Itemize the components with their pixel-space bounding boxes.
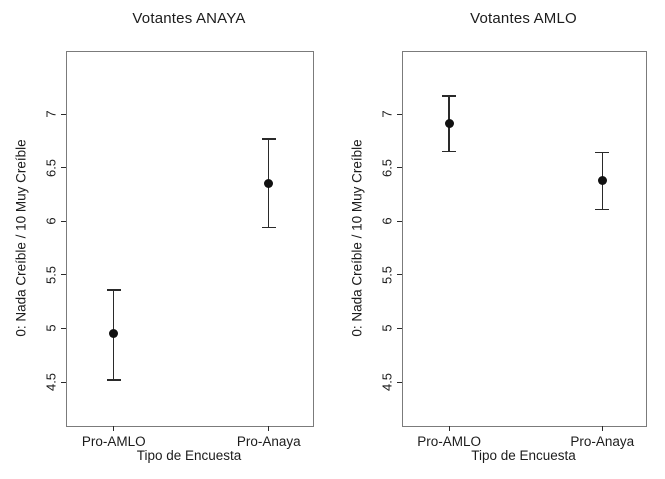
y-tick-label: 5 [379,324,395,333]
y-tick-mark [397,381,402,383]
error-bar-cap-lower [261,226,276,229]
x-axis-label-anaya: Tipo de Encuesta [136,448,242,463]
plot-area-amlo: 4.5 5 5.5 6 6.5 7 Pro-AMLO Pro-Anaya [380,51,647,449]
x-tick-label: Pro-Anaya [570,434,635,449]
error-bar-cap-lower [106,379,121,381]
error-bar-cap-lower [595,208,610,211]
y-tick-mark [61,381,66,383]
y-tick-label: 7 [43,110,59,118]
y-tick-label: 6 [379,217,395,225]
y-tick-mark [61,113,66,115]
error-bar-cap-lower [442,150,457,153]
y-tick-label: 5.5 [379,265,395,284]
x-tick-mark [601,426,603,431]
y-tick-label: 6 [43,217,59,225]
x-tick-mark [113,426,115,431]
y-tick-label: 5.5 [43,265,59,284]
y-tick-label: 7 [379,110,395,118]
y-tick-label: 6.5 [43,158,59,177]
panel-title-amlo: Votantes AMLO [470,10,577,27]
x-tick-label: Pro-Anaya [236,434,301,449]
data-point [264,179,274,189]
y-tick-mark [61,167,66,169]
x-axis-label-amlo: Tipo de Encuesta [471,448,576,463]
x-tick-mark [268,426,270,431]
y-tick-mark [397,167,402,169]
x-tick-mark [448,426,450,431]
error-bar-cap-upper [261,138,276,140]
x-tick-label: Pro-AMLO [81,434,146,449]
y-tick-mark [61,274,66,276]
y-axis-label-amlo: 0: Nada Creíble / 10 Muy Creíble [349,139,365,337]
error-bar-cap-upper [442,95,457,97]
y-tick-mark [397,274,402,276]
y-tick-label: 4.5 [43,373,59,392]
plot-area-anaya: 4.5 5 5.5 6 6.5 7 Pro-AMLO Pro-Anaya [44,51,314,449]
y-tick-label: 4.5 [379,373,395,392]
error-bar-cap-upper [595,151,610,154]
y-tick-mark [397,113,402,115]
data-point [444,119,454,129]
y-tick-mark [397,220,402,222]
y-tick-mark [397,327,402,329]
data-point [597,176,607,186]
data-point [109,329,119,339]
y-tick-mark [61,327,66,329]
y-tick-mark [61,220,66,222]
y-tick-label: 6.5 [379,158,395,177]
panel-title-anaya: Votantes ANAYA [132,10,246,27]
y-tick-label: 5 [43,324,59,333]
error-bar-cap-upper [106,289,121,291]
x-tick-label: Pro-AMLO [417,434,482,449]
y-axis-label-anaya: 0: Nada Creíble / 10 Muy Creíble [13,139,29,337]
